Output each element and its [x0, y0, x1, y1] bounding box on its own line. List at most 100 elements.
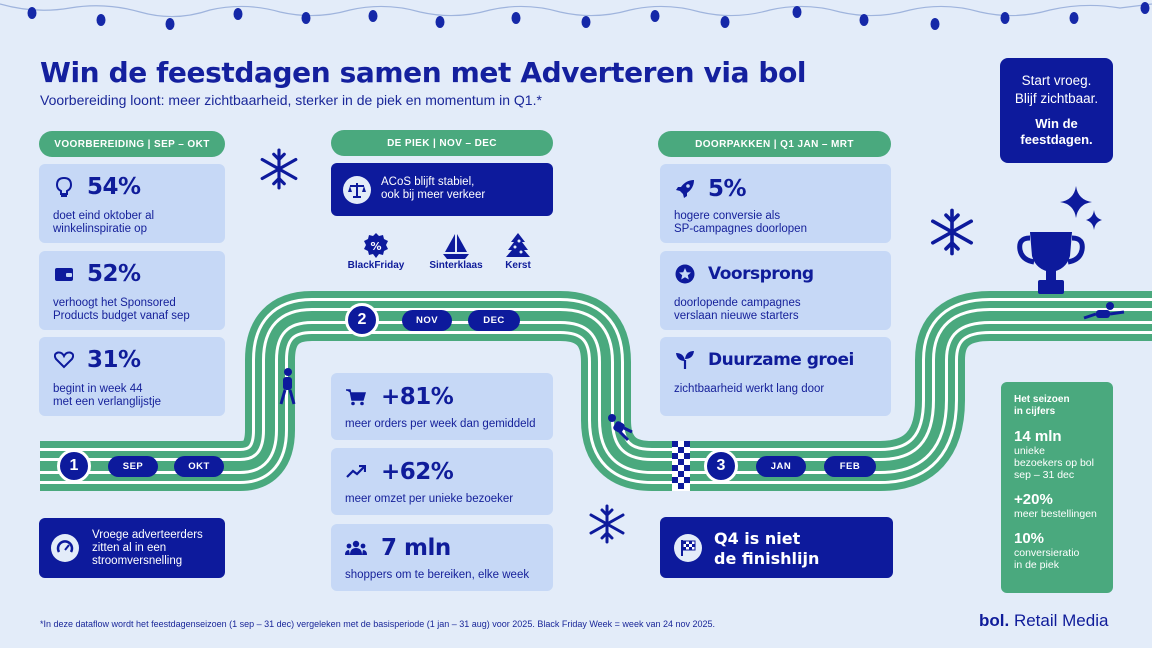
prep-card: 54% doet eind oktober al winkelinspirati…: [39, 164, 225, 243]
prep-navy-card: Vroege adverteerders zitten al in een st…: [39, 518, 225, 578]
sprout-icon: [674, 349, 696, 371]
stat-value: 5%: [708, 176, 747, 202]
stat-value: Duurzame groei: [708, 350, 854, 370]
push-card: 5% hogere conversie als SP-campagnes doo…: [660, 164, 891, 243]
trend-icon: [345, 461, 367, 483]
boat-icon: [420, 232, 492, 260]
cta-bold-line: feestdagen.: [1020, 132, 1093, 147]
stat-text: hogere conversie als: [674, 210, 781, 222]
runner-icon: [279, 368, 296, 405]
snowflake-icon: [931, 208, 973, 256]
heart-icon: [53, 349, 75, 371]
month-pill: SEP: [108, 456, 158, 477]
lightbulb-icon: [53, 176, 75, 198]
finish-checkered-icon: [672, 441, 690, 491]
brand-logo: bol. Retail Media: [979, 611, 1108, 631]
footnote: *In deze dataflow wordt het feestdagense…: [40, 619, 715, 629]
cta-line: Blijf zichtbaar.: [1014, 91, 1099, 106]
phase-peak-pill: DE PIEK | NOV – DEC: [331, 130, 553, 156]
holiday-sinterklaas: Sinterklaas: [420, 232, 492, 271]
month-pill: NOV: [402, 310, 452, 331]
stat-text: zichtbaarheid werkt lang door: [674, 383, 825, 395]
stat-text: verhoogt het Sponsored: [53, 297, 176, 309]
phase-prep-pill: VOORBEREIDING | SEP – OKT: [39, 131, 225, 157]
push-card: Voorsprong doorlopende campagnes verslaa…: [660, 251, 891, 330]
holiday-label: Sinterklaas: [429, 260, 483, 271]
navy-text: Vroege adverteerders: [92, 529, 203, 541]
push-navy-card: Q4 is niet de finishlijn: [660, 517, 893, 578]
stat-text: meer omzet per unieke bezoeker: [345, 493, 514, 505]
month-pill: FEB: [824, 456, 876, 477]
holiday-kerst: Kerst: [490, 232, 546, 271]
stats-value: 10%: [1014, 530, 1045, 547]
people-icon: [345, 537, 367, 559]
month-pill: DEC: [468, 310, 520, 331]
holiday-label: Kerst: [505, 260, 531, 271]
peak-card: 7 mln shoppers om te bereiken, elke week: [331, 524, 553, 591]
holiday-label: BlackFriday: [347, 260, 405, 271]
brand-bold: bol.: [979, 611, 1010, 630]
stat-value: 54%: [87, 174, 141, 200]
sparkle-icon: [1060, 186, 1102, 230]
prep-card: 52% verhoogt het Sponsored Products budg…: [39, 251, 225, 330]
stat-value: 7 mln: [381, 535, 451, 561]
month-pill: OKT: [174, 456, 224, 477]
stats-desc: bezoekers op bol: [1014, 457, 1094, 469]
trophy-icon: [1017, 232, 1085, 294]
stat-text: begint in week 44: [53, 383, 143, 395]
peak-card: +81% meer orders per week dan gemiddeld: [331, 373, 553, 440]
navy-text: zitten al in een: [92, 542, 167, 554]
step-marker: 1: [57, 449, 91, 483]
page-subtitle: Voorbereiding loont: meer zichtbaarheid,…: [40, 92, 542, 108]
rocket-icon: [674, 178, 696, 200]
speedometer-icon: [51, 534, 79, 562]
stats-desc: unieke: [1014, 445, 1045, 457]
tree-icon: [490, 232, 546, 260]
snowflake-icon: [589, 504, 625, 544]
navy-text: stroomversnelling: [92, 555, 183, 567]
stat-text: shoppers om te bereiken, elke week: [345, 569, 530, 581]
phase-push-pill: DOORPAKKEN | Q1 JAN – MRT: [658, 131, 891, 157]
navy-text: de finishlijn: [714, 549, 820, 568]
cta-card: Start vroeg. Blijf zichtbaar. Win de fee…: [1000, 58, 1113, 163]
navy-text: ACoS blijft stabiel,: [381, 176, 475, 188]
season-stats-card: Het seizoen in cijfers 14 mln unieke bez…: [1001, 382, 1113, 593]
string-lights: [0, 2, 1152, 30]
cart-icon: [345, 386, 367, 408]
stat-value: +81%: [381, 384, 454, 410]
flag-icon: [674, 534, 702, 562]
stats-heading: in cijfers: [1014, 406, 1056, 417]
step-marker: 2: [345, 303, 379, 337]
page-title: Win de feestdagen samen met Adverteren v…: [40, 56, 807, 89]
stat-text: met een verlanglijstje: [53, 396, 162, 408]
cta-bold: Win de feestdagen.: [1000, 116, 1113, 148]
stat-value: 31%: [87, 347, 141, 373]
stats-desc: conversieratio: [1014, 547, 1080, 559]
step-marker: 3: [704, 449, 738, 483]
stats-desc: in de piek: [1014, 559, 1059, 571]
runner-icon: [608, 414, 633, 442]
star-icon: [674, 263, 696, 285]
stats-heading: Het seizoen: [1014, 394, 1070, 405]
stats-value: 14 mln: [1014, 428, 1062, 445]
balance-icon: [343, 176, 371, 204]
stat-text: doorlopende campagnes: [674, 297, 801, 309]
stat-text: winkelinspiratie op: [53, 223, 147, 235]
stat-text: SP-campagnes doorlopen: [674, 223, 807, 235]
stat-value: +62%: [381, 459, 454, 485]
stat-text: verslaan nieuwe starters: [674, 310, 799, 322]
stats-desc: sep – 31 dec: [1014, 469, 1075, 481]
stat-text: doet eind oktober al: [53, 210, 155, 222]
percent-badge-icon: %: [340, 232, 412, 260]
stats-desc: meer bestellingen: [1014, 508, 1097, 520]
peak-card: +62% meer omzet per unieke bezoeker: [331, 448, 553, 515]
stat-value: 52%: [87, 261, 141, 287]
holiday-blackfriday: % BlackFriday: [340, 232, 412, 271]
svg-text:%: %: [370, 240, 381, 253]
month-pill: JAN: [756, 456, 806, 477]
cta-line: Start vroeg.: [1021, 73, 1092, 88]
stat-text: Products budget vanaf sep: [53, 310, 190, 322]
stat-text: meer orders per week dan gemiddeld: [345, 418, 536, 430]
brand-rest: Retail Media: [1009, 611, 1109, 630]
